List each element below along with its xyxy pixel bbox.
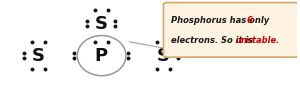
Text: unstable.: unstable. [236,36,280,45]
Text: Phosphorus has only: Phosphorus has only [172,16,273,25]
Text: electrons. So it is: electrons. So it is [172,36,256,45]
Text: S: S [32,47,45,65]
Text: S: S [157,47,170,65]
Text: 6: 6 [246,16,252,25]
Text: P: P [94,47,108,65]
Text: S: S [94,15,108,33]
FancyBboxPatch shape [164,3,299,57]
